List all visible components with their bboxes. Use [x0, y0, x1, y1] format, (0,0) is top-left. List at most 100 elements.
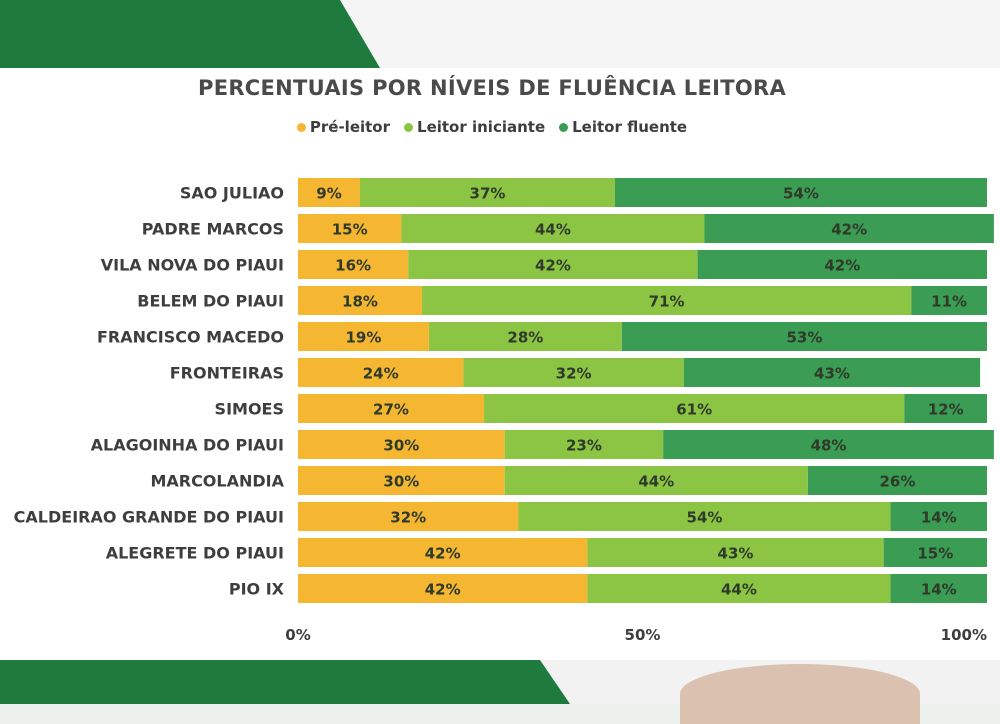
data-label-alagoinha-do-piaui-leitor-fluente: 48%	[811, 437, 847, 455]
category-label-fronteiras: FRONTEIRAS	[170, 364, 284, 383]
bar-fronteiras-pre-leitor	[298, 358, 464, 387]
data-label-vila-nova-do-piaui-leitor-fluente: 42%	[824, 257, 860, 275]
data-label-caldeirao-grande-do-piaui-pre-leitor: 32%	[390, 509, 426, 527]
legend-label-leitor-fluente: Leitor fluente	[572, 118, 688, 136]
data-label-sao-juliao-pre-leitor: 9%	[316, 185, 341, 203]
data-label-belem-do-piaui-pre-leitor: 18%	[342, 293, 378, 311]
bar-sao-juliao-leitor-iniciante	[360, 178, 615, 207]
green-corner-top	[0, 0, 380, 68]
data-label-padre-marcos-leitor-iniciante: 44%	[535, 221, 571, 239]
category-label-pio-ix: PIO IX	[229, 580, 285, 599]
bar-vila-nova-do-piaui-leitor-fluente	[697, 250, 987, 279]
data-label-alagoinha-do-piaui-leitor-iniciante: 23%	[566, 437, 602, 455]
data-label-pio-ix-leitor-iniciante: 44%	[721, 581, 757, 599]
bar-alagoinha-do-piaui-pre-leitor	[298, 430, 505, 459]
bar-padre-marcos-pre-leitor	[298, 214, 402, 243]
data-label-sao-juliao-leitor-iniciante: 37%	[470, 185, 506, 203]
data-label-francisco-macedo-leitor-iniciante: 28%	[507, 329, 543, 347]
bar-alegrete-do-piaui-leitor-fluente	[883, 538, 987, 567]
data-label-pio-ix-pre-leitor: 42%	[425, 581, 461, 599]
bar-sao-juliao-pre-leitor	[298, 178, 361, 207]
data-label-alegrete-do-piaui-leitor-iniciante: 43%	[718, 545, 754, 563]
bar-caldeirao-grande-do-piaui-pre-leitor	[298, 502, 519, 531]
category-label-alegrete-do-piaui: ALEGRETE DO PIAUI	[106, 544, 284, 563]
bar-marcolandia-leitor-fluente	[807, 466, 987, 495]
legend-item-leitor-iniciante: Leitor iniciante	[404, 118, 545, 136]
data-label-alegrete-do-piaui-leitor-fluente: 15%	[917, 545, 953, 563]
data-label-francisco-macedo-leitor-fluente: 53%	[786, 329, 822, 347]
category-label-alagoinha-do-piaui: ALAGOINHA DO PIAUI	[91, 436, 284, 455]
category-label-vila-nova-do-piaui: VILA NOVA DO PIAUI	[101, 256, 284, 275]
bar-simoes-pre-leitor	[298, 394, 485, 423]
chart-title: PERCENTUAIS POR NÍVEIS DE FLUÊNCIA LEITO…	[198, 76, 786, 100]
data-label-sao-juliao-leitor-fluente: 54%	[783, 185, 819, 203]
bar-belem-do-piaui-leitor-fluente	[911, 286, 987, 315]
data-label-vila-nova-do-piaui-pre-leitor: 16%	[335, 257, 371, 275]
stacked-bar-chart: SAO JULIAO 9% 37% 54% PADRE MARCOS 15% 44% 42% V…	[14, 178, 994, 644]
x-tick-100: 100%	[941, 626, 987, 644]
legend-label-pre-leitor: Pré-leitor	[309, 118, 391, 136]
bar-pio-ix-pre-leitor	[298, 574, 588, 603]
data-label-fronteiras-pre-leitor: 24%	[363, 365, 399, 383]
data-label-francisco-macedo-pre-leitor: 19%	[346, 329, 382, 347]
legend-label-leitor-iniciante: Leitor iniciante	[417, 118, 546, 136]
legend-dot-leitor-iniciante	[404, 122, 414, 132]
data-label-caldeirao-grande-do-piaui-leitor-fluente: 14%	[921, 509, 957, 527]
category-label-marcolandia: MARCOLANDIA	[150, 472, 284, 491]
bar-marcolandia-pre-leitor	[298, 466, 505, 495]
bar-francisco-macedo-leitor-fluente	[621, 322, 987, 351]
bar-vila-nova-do-piaui-pre-leitor	[298, 250, 409, 279]
data-label-marcolandia-leitor-fluente: 26%	[879, 473, 915, 491]
legend-item-pre-leitor: Pré-leitor	[296, 118, 391, 136]
data-label-belem-do-piaui-leitor-fluente: 11%	[931, 293, 967, 311]
data-label-marcolandia-leitor-iniciante: 44%	[638, 473, 674, 491]
bar-marcolandia-leitor-iniciante	[504, 466, 808, 495]
bar-simoes-leitor-fluente	[904, 394, 987, 423]
category-label-caldeirao-grande-do-piaui: CALDEIRAO GRANDE DO PIAUI	[14, 508, 284, 527]
green-corner-bottom	[0, 660, 570, 704]
data-label-padre-marcos-leitor-fluente: 42%	[831, 221, 867, 239]
bar-padre-marcos-leitor-iniciante	[401, 214, 705, 243]
bar-vila-nova-do-piaui-leitor-iniciante	[408, 250, 698, 279]
data-label-vila-nova-do-piaui-leitor-iniciante: 42%	[535, 257, 571, 275]
data-label-simoes-leitor-fluente: 12%	[928, 401, 964, 419]
x-tick-0: 0%	[285, 626, 310, 644]
data-label-simoes-pre-leitor: 27%	[373, 401, 409, 419]
data-label-pio-ix-leitor-fluente: 14%	[921, 581, 957, 599]
bar-caldeirao-grande-do-piaui-leitor-iniciante	[518, 502, 891, 531]
bar-francisco-macedo-leitor-iniciante	[428, 322, 622, 351]
bar-alagoinha-do-piaui-leitor-fluente	[663, 430, 994, 459]
category-label-sao-juliao: SAO JULIAO	[180, 184, 284, 203]
bar-belem-do-piaui-pre-leitor	[298, 286, 423, 315]
data-label-belem-do-piaui-leitor-iniciante: 71%	[649, 293, 685, 311]
bar-pio-ix-leitor-fluente	[890, 574, 987, 603]
category-label-belem-do-piaui: BELEM DO PIAUI	[137, 292, 284, 311]
bar-sao-juliao-leitor-fluente	[614, 178, 987, 207]
category-label-francisco-macedo: FRANCISCO MACEDO	[97, 328, 284, 347]
data-label-alagoinha-do-piaui-pre-leitor: 30%	[383, 437, 419, 455]
data-label-fronteiras-leitor-iniciante: 32%	[556, 365, 592, 383]
data-label-simoes-leitor-iniciante: 61%	[676, 401, 712, 419]
data-label-padre-marcos-pre-leitor: 15%	[332, 221, 368, 239]
legend-dot-leitor-fluente	[559, 122, 569, 132]
data-label-alegrete-do-piaui-pre-leitor: 42%	[425, 545, 461, 563]
chart-legend: Pré-leitor Leitor iniciante Leitor fluen…	[0, 118, 984, 136]
data-label-fronteiras-leitor-fluente: 43%	[814, 365, 850, 383]
bar-alegrete-do-piaui-pre-leitor	[298, 538, 588, 567]
bar-simoes-leitor-iniciante	[484, 394, 905, 423]
legend-dot-pre-leitor	[296, 122, 306, 132]
x-tick-50: 50%	[625, 626, 661, 644]
bar-fronteiras-leitor-iniciante	[463, 358, 684, 387]
bar-caldeirao-grande-do-piaui-leitor-fluente	[890, 502, 987, 531]
bar-francisco-macedo-pre-leitor	[298, 322, 429, 351]
bar-alegrete-do-piaui-leitor-iniciante	[587, 538, 884, 567]
category-label-simoes: SIMOES	[215, 400, 284, 419]
bar-belem-do-piaui-leitor-iniciante	[422, 286, 912, 315]
bar-pio-ix-leitor-iniciante	[587, 574, 891, 603]
bar-alagoinha-do-piaui-leitor-iniciante	[504, 430, 664, 459]
bar-fronteiras-leitor-fluente	[683, 358, 981, 387]
data-label-caldeirao-grande-do-piaui-leitor-iniciante: 54%	[687, 509, 723, 527]
category-label-padre-marcos: PADRE MARCOS	[142, 220, 284, 239]
bar-padre-marcos-leitor-fluente	[704, 214, 994, 243]
legend-item-leitor-fluente: Leitor fluente	[559, 118, 687, 136]
